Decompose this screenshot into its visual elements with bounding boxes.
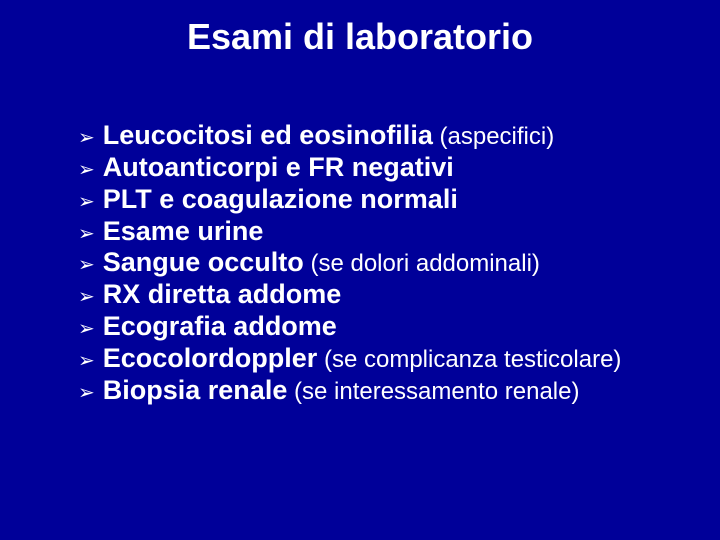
list-item: ➢ RX diretta addome: [78, 279, 680, 311]
bullet-list: ➢ Leucocitosi ed eosinofilia (aspecifici)…: [78, 120, 680, 407]
bullet-icon: ➢: [78, 160, 95, 180]
list-item-sub: (aspecifici): [433, 123, 554, 150]
list-item-bold: Sangue occulto: [103, 247, 304, 277]
list-item-text: Ecocolordoppler (se complicanza testicol…: [103, 343, 622, 375]
list-item-text: RX diretta addome: [103, 279, 342, 311]
list-item-sub: (se dolori addominali): [304, 250, 540, 277]
list-item: ➢ Autoanticorpi e FR negativi: [78, 152, 680, 184]
list-item-bold: Ecografia addome: [103, 311, 337, 341]
list-item-text: Sangue occulto (se dolori addominali): [103, 247, 540, 279]
bullet-icon: ➢: [78, 383, 95, 403]
list-item: ➢ Ecografia addome: [78, 311, 680, 343]
list-item: ➢ Ecocolordoppler (se complicanza testico…: [78, 343, 680, 375]
list-item-sub: (se interessamento renale): [287, 378, 579, 405]
list-item-bold: Autoanticorpi e FR negativi: [103, 152, 454, 182]
list-item-text: Ecografia addome: [103, 311, 337, 343]
bullet-icon: ➢: [78, 192, 95, 212]
list-item-sub: (se complicanza testicolare): [317, 346, 621, 373]
bullet-icon: ➢: [78, 128, 95, 148]
list-item-text: Leucocitosi ed eosinofilia (aspecifici): [103, 120, 554, 152]
list-item-bold: RX diretta addome: [103, 279, 342, 309]
bullet-icon: ➢: [78, 319, 95, 339]
bullet-icon: ➢: [78, 287, 95, 307]
bullet-icon: ➢: [78, 255, 95, 275]
list-item-text: Biopsia renale (se interessamento renale…: [103, 375, 580, 407]
list-item-bold: Leucocitosi ed eosinofilia: [103, 120, 433, 150]
slide-title: Esami di laboratorio: [0, 16, 720, 58]
list-item-text: PLT e coagulazione normali: [103, 184, 458, 216]
list-item-bold: Ecocolordoppler: [103, 343, 318, 373]
list-item: ➢ Sangue occulto (se dolori addominali): [78, 247, 680, 279]
list-item-bold: Esame urine: [103, 216, 264, 246]
list-item: ➢ Esame urine: [78, 216, 680, 248]
list-item-bold: Biopsia renale: [103, 375, 288, 405]
slide: Esami di laboratorio ➢ Leucocitosi ed eos…: [0, 0, 720, 540]
list-item-text: Autoanticorpi e FR negativi: [103, 152, 454, 184]
bullet-icon: ➢: [78, 224, 95, 244]
bullet-icon: ➢: [78, 351, 95, 371]
list-item: ➢ PLT e coagulazione normali: [78, 184, 680, 216]
list-item-bold: PLT e coagulazione normali: [103, 184, 458, 214]
list-item: ➢ Leucocitosi ed eosinofilia (aspecifici): [78, 120, 680, 152]
list-item-text: Esame urine: [103, 216, 264, 248]
list-item: ➢ Biopsia renale (se interessamento renal…: [78, 375, 680, 407]
